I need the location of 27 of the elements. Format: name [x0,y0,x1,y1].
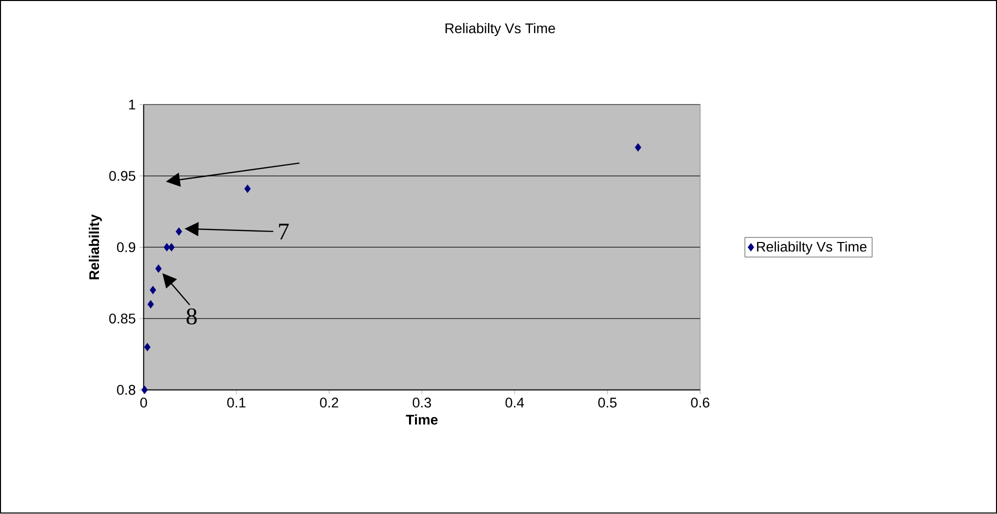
x-tick-label: 0.2 [320,398,338,408]
point [147,300,154,309]
point [150,286,156,294]
point [176,228,182,236]
x-tick-label: 0.3 [412,398,432,408]
y-tick-label: 0.95 [109,171,136,182]
x-tick-label: 0.4 [506,398,524,408]
point [141,386,148,394]
y-tick-label: 0.8 [117,385,136,396]
x-tick-label: 0.1 [227,398,246,408]
y-tick-label: 0.85 [109,314,136,324]
chart-title: Reliabilty Vs Time [446,23,555,36]
point [164,243,170,252]
point [144,343,151,352]
y-tick-label: 1 [129,100,136,110]
point [155,264,162,274]
x-tick-label: 0.5 [598,398,617,408]
point [634,143,642,152]
x-tick-label: 0 [140,398,147,408]
annotation: 7 [279,224,289,240]
point [244,184,251,194]
point [168,243,175,252]
legend-label: Reliabilty Vs Time [757,242,866,255]
x-tick-label: 0.6 [691,398,710,408]
y-axis-title: Reliability [88,214,102,280]
x-axis-title: Time [406,414,438,425]
y-tick-label: 0.9 [117,242,136,252]
